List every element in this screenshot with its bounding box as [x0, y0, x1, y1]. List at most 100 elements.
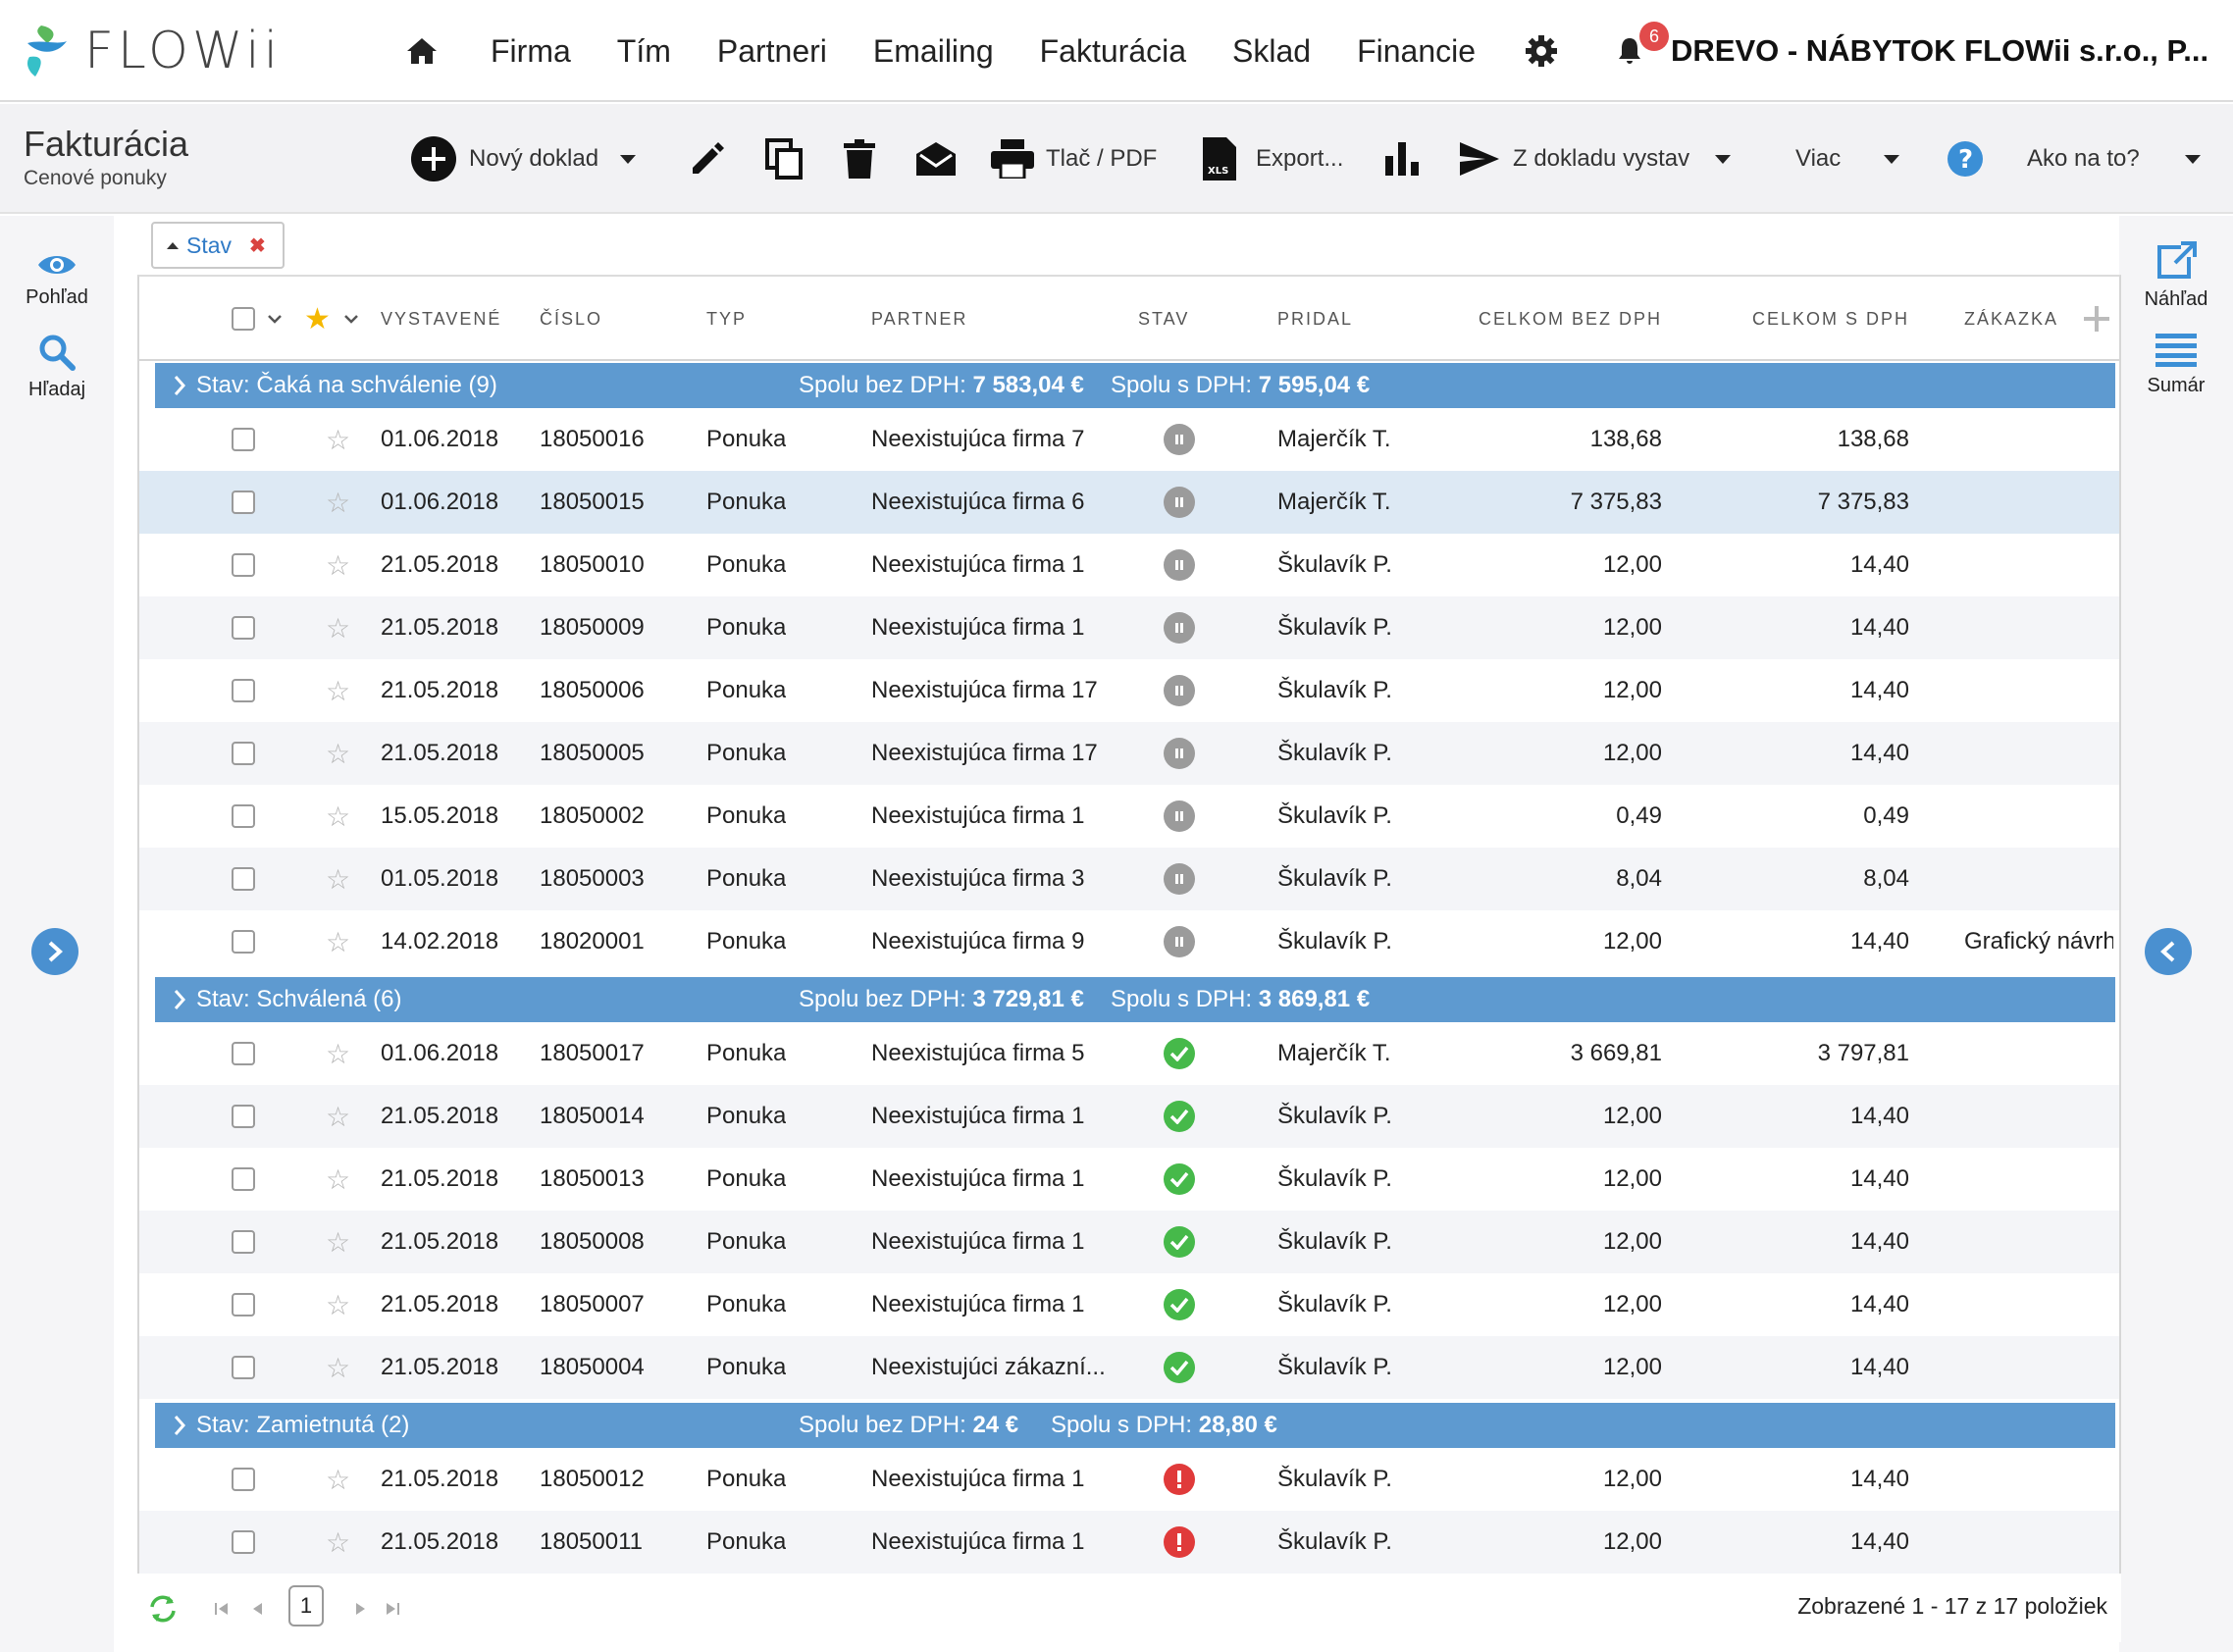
home-icon[interactable]	[402, 31, 441, 71]
star-outline-icon[interactable]: ☆	[326, 1289, 351, 1320]
select-menu-chevron[interactable]	[267, 277, 283, 361]
select-all-checkbox[interactable]	[232, 307, 255, 331]
table-row[interactable]: ☆ 21.05.2018 18050011 Ponuka Neexistujúca fi…	[139, 1511, 2119, 1574]
star-outline-icon[interactable]: ☆	[326, 675, 351, 706]
col-order[interactable]: ZÁKAZKA	[1964, 308, 2059, 329]
row-checkbox[interactable]	[232, 867, 255, 891]
row-checkbox[interactable]	[232, 1105, 255, 1128]
table-row[interactable]: ☆ 21.05.2018 18050006 Ponuka Neexistujúca fi…	[139, 659, 2119, 722]
delete-button[interactable]	[844, 104, 875, 214]
col-total-vat[interactable]: CELKOM S DPH	[1751, 308, 1909, 329]
view-button[interactable]: Pohľad	[0, 251, 114, 309]
col-number[interactable]: ČÍSLO	[540, 308, 603, 329]
create-from-document-button[interactable]: Z dokladu vystav	[1458, 104, 1732, 214]
favorite-menu-chevron[interactable]	[343, 277, 359, 361]
star-outline-icon[interactable]: ☆	[326, 612, 351, 644]
col-type[interactable]: TYP	[706, 308, 748, 329]
row-checkbox[interactable]	[232, 1230, 255, 1254]
expand-left-panel-button[interactable]	[31, 928, 78, 975]
nav-fakturacia[interactable]: Fakturácia	[1039, 32, 1187, 69]
filter-chip-status[interactable]: Stav ✖	[151, 222, 285, 269]
star-outline-icon[interactable]: ☆	[326, 863, 351, 895]
nav-emailing[interactable]: Emailing	[872, 32, 994, 69]
help-button[interactable]: ? Ako na to?	[1947, 104, 2201, 214]
copy-button[interactable]	[765, 104, 803, 214]
col-issued[interactable]: VYSTAVENÉ	[381, 308, 502, 329]
nav-sklad[interactable]: Sklad	[1232, 32, 1312, 69]
table-row[interactable]: ☆ 15.05.2018 18050002 Ponuka Neexistujúca fi…	[139, 785, 2119, 848]
table-row[interactable]: ☆ 21.05.2018 18050012 Ponuka Neexistujúca fi…	[139, 1448, 2119, 1511]
table-row[interactable]: ☆ 01.06.2018 18050015 Ponuka Neexistujúca fi…	[139, 471, 2119, 534]
row-checkbox[interactable]	[232, 428, 255, 451]
star-outline-icon[interactable]: ☆	[326, 800, 351, 832]
table-row[interactable]: ☆ 21.05.2018 18050005 Ponuka Neexistujúca fi…	[139, 722, 2119, 785]
table-row[interactable]: ☆ 21.05.2018 18050009 Ponuka Neexistujúca fi…	[139, 596, 2119, 659]
table-row[interactable]: ☆ 21.05.2018 18050004 Ponuka Neexistujúci zá…	[139, 1336, 2119, 1399]
table-row[interactable]: ☆ 21.05.2018 18050007 Ponuka Neexistujúca fi…	[139, 1273, 2119, 1336]
table-row[interactable]: ☆ 21.05.2018 18050010 Ponuka Neexistujúca fi…	[139, 534, 2119, 596]
nav-firma[interactable]: Firma	[491, 32, 571, 69]
star-outline-icon[interactable]: ☆	[326, 1352, 351, 1383]
row-checkbox[interactable]	[232, 553, 255, 577]
new-document-button[interactable]: Nový doklad	[410, 104, 637, 214]
statistics-button[interactable]	[1385, 104, 1421, 214]
table-row[interactable]: ☆ 21.05.2018 18050008 Ponuka Neexistujúca fi…	[139, 1211, 2119, 1273]
bell-icon[interactable]: 6	[1610, 22, 1670, 71]
nav-tim[interactable]: Tím	[616, 32, 671, 69]
star-outline-icon[interactable]: ☆	[326, 1101, 351, 1132]
star-outline-icon[interactable]: ☆	[326, 1038, 351, 1069]
col-status[interactable]: STAV	[1138, 308, 1190, 329]
remove-filter-icon[interactable]: ✖	[249, 234, 266, 257]
star-outline-icon[interactable]: ☆	[326, 1226, 351, 1258]
row-checkbox[interactable]	[232, 1042, 255, 1065]
col-total-no-vat[interactable]: CELKOM BEZ DPH	[1478, 308, 1662, 329]
prev-page-button[interactable]	[247, 1591, 267, 1626]
favorite-filter[interactable]: ★	[304, 277, 333, 361]
star-outline-icon[interactable]: ☆	[326, 926, 351, 957]
row-checkbox[interactable]	[232, 930, 255, 954]
current-page[interactable]: 1	[288, 1585, 324, 1626]
row-checkbox[interactable]	[232, 679, 255, 702]
row-checkbox[interactable]	[232, 804, 255, 828]
row-checkbox[interactable]	[232, 1356, 255, 1379]
col-added-by[interactable]: PRIDAL	[1277, 308, 1354, 329]
col-partner[interactable]: PARTNER	[871, 308, 968, 329]
table-row[interactable]: ☆ 21.05.2018 18050013 Ponuka Neexistujúca fi…	[139, 1148, 2119, 1211]
print-pdf-button[interactable]: Tlač / PDF	[991, 104, 1157, 214]
star-outline-icon[interactable]: ☆	[326, 549, 351, 581]
nav-financie[interactable]: Financie	[1357, 32, 1477, 69]
star-outline-icon[interactable]: ☆	[326, 1526, 351, 1558]
table-row[interactable]: ☆ 21.05.2018 18050014 Ponuka Neexistujúca fi…	[139, 1085, 2119, 1148]
row-checkbox[interactable]	[232, 1167, 255, 1191]
row-checkbox[interactable]	[232, 1468, 255, 1491]
group-header-row[interactable]: Stav: Čaká na schválenie (9) Spolu bez DP…	[155, 363, 2115, 408]
star-outline-icon[interactable]: ☆	[326, 1163, 351, 1195]
export-button[interactable]: XLS Export...	[1203, 104, 1343, 214]
summary-button[interactable]: Sumár	[2119, 334, 2233, 397]
row-checkbox[interactable]	[232, 1530, 255, 1554]
table-row[interactable]: ☆ 01.06.2018 18050016 Ponuka Neexistujúca fi…	[139, 408, 2119, 471]
group-header-row[interactable]: Stav: Schválená (6) Spolu bez DPH: 3 729,…	[155, 977, 2115, 1022]
search-button[interactable]: Hľadaj	[0, 334, 114, 401]
row-checkbox[interactable]	[232, 616, 255, 640]
more-button[interactable]: Viac	[1795, 104, 1900, 214]
star-outline-icon[interactable]: ☆	[326, 487, 351, 518]
nav-partneri[interactable]: Partneri	[716, 32, 827, 69]
table-row[interactable]: ☆ 14.02.2018 18020001 Ponuka Neexistujúca fi…	[139, 910, 2119, 973]
logo[interactable]: FLOWii	[24, 16, 282, 86]
table-row[interactable]: ☆ 01.06.2018 18050017 Ponuka Neexistujúca fi…	[139, 1022, 2119, 1085]
table-row[interactable]: ☆ 01.05.2018 18050003 Ponuka Neexistujúca fi…	[139, 848, 2119, 910]
star-outline-icon[interactable]: ☆	[326, 424, 351, 455]
email-button[interactable]	[914, 104, 958, 214]
last-page-button[interactable]	[383, 1591, 402, 1626]
first-page-button[interactable]	[212, 1591, 232, 1626]
add-column-button[interactable]	[2084, 277, 2109, 361]
refresh-button[interactable]	[143, 1591, 182, 1626]
company-selector[interactable]: DREVO - NÁBYTOK FLOWii s.r.o., P...	[1671, 33, 2209, 68]
row-checkbox[interactable]	[232, 1293, 255, 1316]
group-header-row[interactable]: Stav: Zamietnutá (2) Spolu bez DPH: 24 € S…	[155, 1403, 2115, 1448]
collapse-right-panel-button[interactable]	[2145, 928, 2192, 975]
preview-button[interactable]: Náhľad	[2119, 241, 2233, 311]
row-checkbox[interactable]	[232, 742, 255, 765]
gear-icon[interactable]	[1522, 31, 1561, 71]
